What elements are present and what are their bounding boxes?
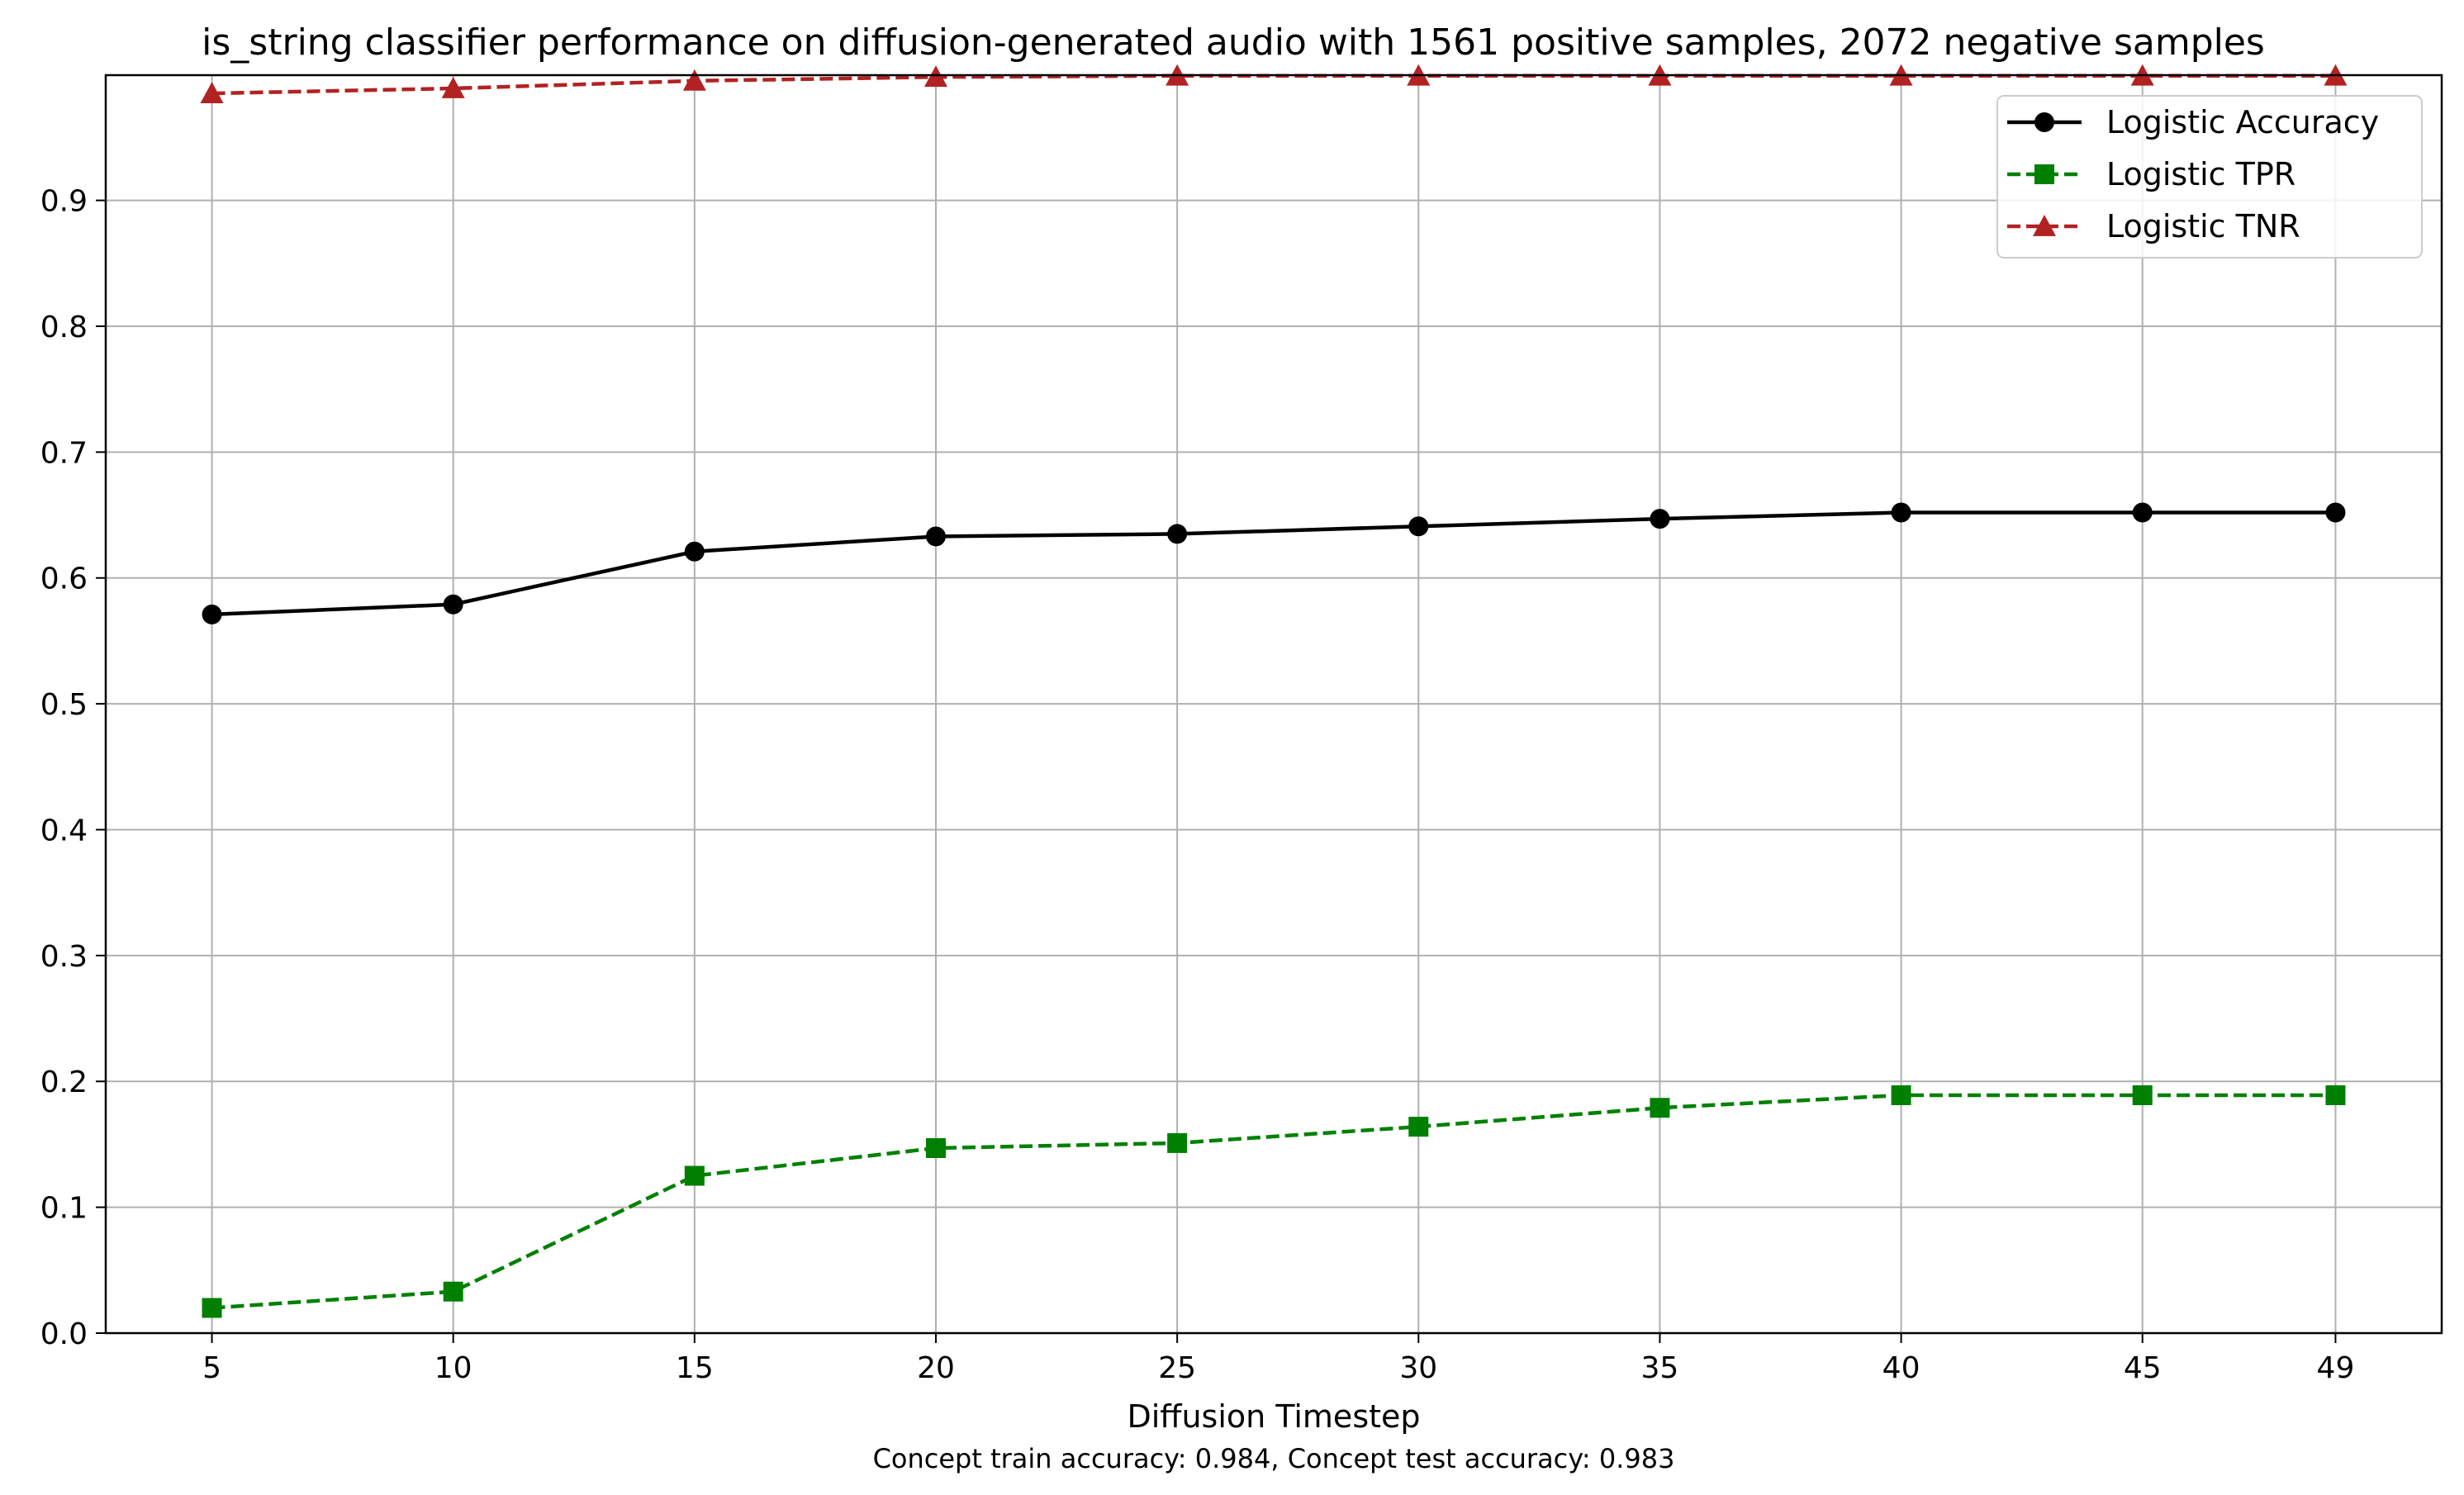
data-point xyxy=(1167,1132,1188,1153)
y-tick-label: 0.1 xyxy=(40,1192,88,1226)
data-point xyxy=(684,1165,705,1186)
legend-label: Logistic TPR xyxy=(2106,156,2295,192)
data-point xyxy=(1408,1117,1429,1137)
data-point xyxy=(925,526,946,547)
legend-marker xyxy=(2034,164,2054,184)
data-point xyxy=(202,1298,222,1318)
legend-marker xyxy=(2034,112,2054,132)
data-point xyxy=(684,541,705,562)
data-point xyxy=(1167,524,1188,544)
series-0 xyxy=(202,502,2346,624)
grid xyxy=(106,75,2442,1334)
series-line xyxy=(211,510,2336,617)
data-point xyxy=(1891,502,1911,523)
x-tick-label: 30 xyxy=(1399,1351,1437,1385)
y-tick-label: 0.9 xyxy=(40,185,88,219)
y-tick-label: 0.8 xyxy=(40,311,88,344)
legend-marker xyxy=(2033,215,2056,236)
series-1 xyxy=(202,1085,2346,1318)
x-tick-label: 20 xyxy=(917,1351,955,1385)
data-point xyxy=(202,604,222,624)
y-tick-label: 0.6 xyxy=(40,562,88,596)
data-point xyxy=(441,76,465,98)
data-point xyxy=(2132,502,2153,523)
legend: Logistic Accuracy Logistic TPR Logistic TN… xyxy=(1996,95,2423,259)
y-tick-label: 0.5 xyxy=(40,688,88,722)
data-point xyxy=(443,1281,463,1302)
chart-title: is_string classifier performance on diff… xyxy=(202,21,2265,64)
data-point xyxy=(2325,502,2346,523)
y-tick-label: 0.3 xyxy=(40,940,88,974)
data-point xyxy=(1408,516,1429,537)
chart-caption: Concept train accuracy: 0.984, Concept t… xyxy=(873,1443,1675,1474)
axis-ticks: 5 10 15 20 25 30 35 40 45 49 0.0 0.1 0.2 0.3 0.4 0.5 0.6… xyxy=(40,185,2355,1385)
x-tick-label: 10 xyxy=(434,1351,472,1385)
series-line xyxy=(211,1093,2336,1310)
x-axis-label: Diffusion Timestep xyxy=(1127,1398,1420,1435)
x-tick-label: 35 xyxy=(1641,1351,1679,1385)
x-tick-label: 40 xyxy=(1882,1351,1920,1385)
legend-label: Logistic Accuracy xyxy=(2106,104,2379,140)
y-tick-label: 0.7 xyxy=(40,436,88,470)
data-point xyxy=(682,69,706,91)
x-tick-label: 5 xyxy=(202,1351,221,1385)
data-point xyxy=(200,82,224,103)
x-tick-label: 49 xyxy=(2317,1351,2355,1385)
series-line xyxy=(211,74,2336,96)
legend-label: Logistic TNR xyxy=(2106,208,2300,244)
data-point xyxy=(2132,1085,2153,1106)
y-tick-label: 0.4 xyxy=(40,814,88,847)
data-point xyxy=(925,1138,946,1159)
data-point xyxy=(1891,1085,1911,1106)
data-point xyxy=(443,594,463,615)
data-point xyxy=(1650,1098,1670,1118)
data-point xyxy=(1650,509,1670,529)
data-point xyxy=(2325,1085,2346,1106)
x-tick-label: 45 xyxy=(2124,1351,2162,1385)
legend-box xyxy=(1996,95,2423,259)
x-tick-label: 25 xyxy=(1158,1351,1196,1385)
y-tick-label: 0.0 xyxy=(40,1317,88,1351)
x-tick-label: 15 xyxy=(676,1351,714,1385)
y-tick-label: 0.2 xyxy=(40,1065,88,1099)
